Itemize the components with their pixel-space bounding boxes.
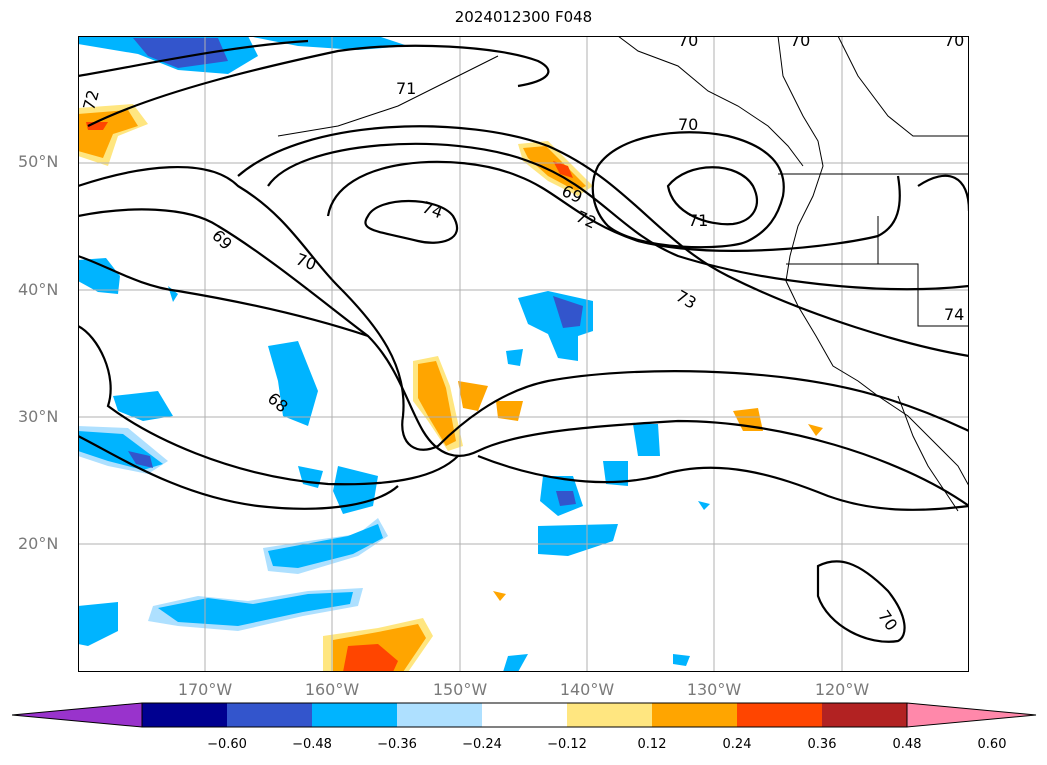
blue-field: [248, 36, 408, 50]
colorbar-segment: [397, 703, 482, 727]
contour-label: 71: [688, 211, 708, 230]
orange-field: [808, 424, 823, 436]
contour-label: 69: [208, 226, 236, 254]
blue-field: [603, 461, 628, 486]
contour-label: 70: [944, 36, 964, 50]
colorbar-tick-label: −0.60: [207, 737, 247, 752]
colorbar-tick-label: −0.24: [462, 737, 502, 752]
colorbar-segment: [227, 703, 312, 727]
lon-label: 130°W: [686, 680, 742, 699]
colorbar-segment: [12, 702, 143, 728]
colorbar-segment: [312, 703, 397, 727]
lon-label: 160°W: [304, 680, 360, 699]
blue-field: [538, 524, 618, 556]
blue-field: [168, 286, 178, 302]
lon-label: 170°W: [177, 680, 233, 699]
blue-field: [268, 524, 383, 568]
blue-field: [133, 38, 228, 68]
lat-label: 40°N: [18, 280, 59, 299]
map-title: 2024012300 F048: [454, 8, 593, 26]
colorbar-segment: [906, 702, 1037, 728]
colorbar-segment: [737, 703, 822, 727]
colorbar-segment: [142, 703, 227, 727]
blue-field: [556, 491, 576, 506]
colorbar-segment: [652, 703, 737, 727]
blue-field: [553, 296, 583, 328]
blue-field: [113, 391, 173, 421]
blue-field: [128, 451, 153, 468]
colorbar-tick-label: 0.48: [892, 737, 922, 752]
map-canvas: 70 70 70 71 70 72 74 69 71 72 69 70 73 7…: [78, 36, 969, 672]
coastlines: [277, 36, 969, 512]
orange-field: [458, 381, 488, 411]
colorbar-tick-label: 0.12: [637, 737, 667, 752]
contour-label: 71: [396, 79, 416, 98]
blue-field: [506, 349, 523, 366]
contour-label: 72: [79, 88, 103, 113]
colorbar-tick-label: −0.12: [547, 737, 587, 752]
colorbar-tick-label: 0.36: [807, 737, 837, 752]
blue-field: [268, 341, 318, 426]
orange-field: [343, 644, 398, 672]
contour-label: 70: [874, 607, 901, 635]
lat-label: 20°N: [18, 534, 59, 553]
colorbar: [12, 702, 1037, 728]
orange-field: [553, 161, 573, 178]
blue-field: [633, 424, 660, 456]
contour-label: 70: [293, 249, 319, 274]
shaded-fields: [78, 36, 823, 672]
contour-label: 74: [944, 305, 964, 324]
lon-label: 140°W: [559, 680, 615, 699]
lat-label: 30°N: [18, 407, 59, 426]
colorbar-tick-label: 0.24: [722, 737, 752, 752]
orange-field: [418, 361, 456, 446]
blue-field: [698, 501, 710, 510]
colorbar-tick-label: −0.36: [377, 737, 417, 752]
blue-field: [78, 602, 118, 646]
colorbar-segment: [822, 703, 907, 727]
colorbar-tick-label: −0.48: [292, 737, 332, 752]
colorbar-border: [141, 702, 908, 728]
orange-field: [523, 146, 586, 191]
orange-field: [493, 591, 506, 601]
map-plot-area: 70 70 70 71 70 72 74 69 71 72 69 70 73 7…: [78, 36, 969, 672]
lon-label: 120°W: [814, 680, 870, 699]
lon-label: 150°W: [432, 680, 488, 699]
blue-field: [503, 654, 528, 672]
blue-field: [158, 592, 353, 626]
lat-label: 50°N: [18, 152, 59, 171]
colorbar-segment: [567, 703, 652, 727]
gridlines: [78, 36, 969, 672]
colorbar-tick-label: 0.60: [977, 737, 1007, 752]
blue-field: [673, 654, 690, 666]
contour-label: 70: [790, 36, 810, 50]
contour-label: 70: [678, 115, 698, 134]
blue-field: [78, 258, 120, 294]
colorbar-segment: [482, 703, 567, 727]
height-contours: [78, 39, 969, 643]
blue-field: [298, 466, 323, 488]
orange-field: [496, 401, 523, 421]
contour-label: 70: [678, 36, 698, 50]
